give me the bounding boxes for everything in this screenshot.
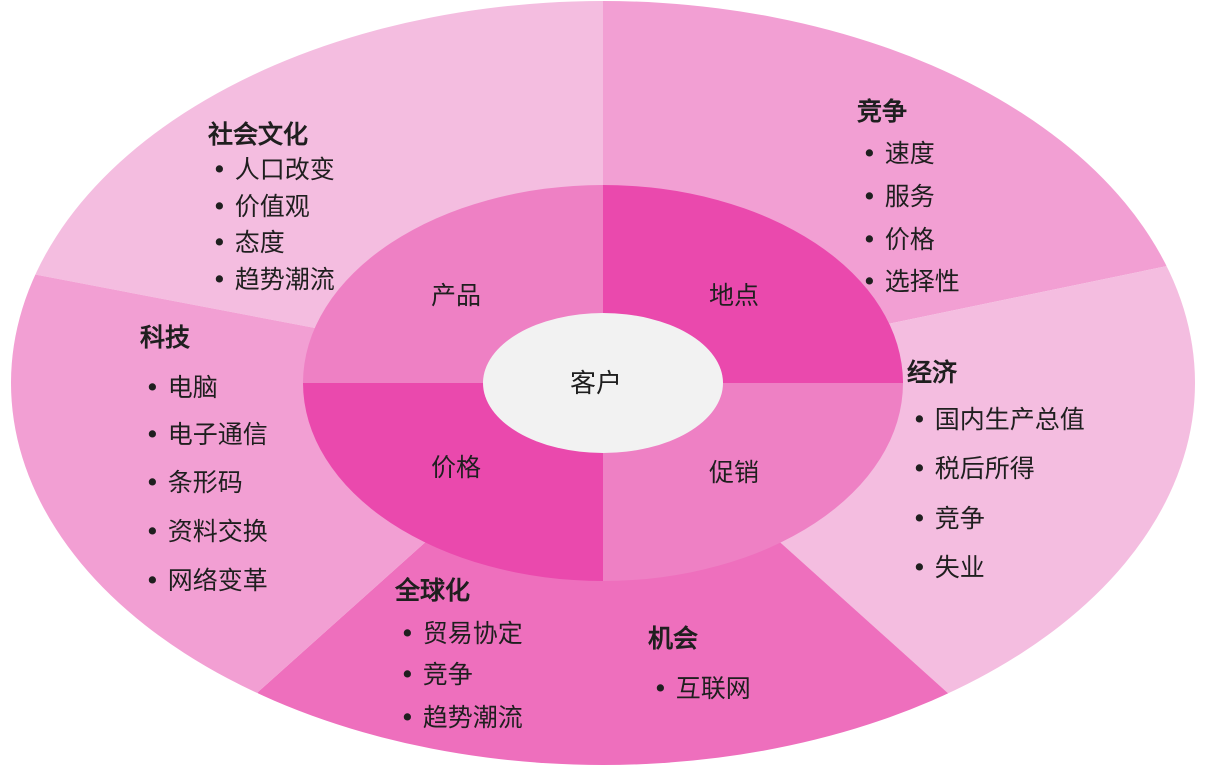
group-competition: 竞争 • 速度 • 服务 • 价格 • 选择性 [857,97,960,296]
globalization-bullet: • 贸易协定 [400,619,523,648]
sociocultural-bullet: • 人口改变 [212,155,335,184]
competition-bullet: • 服务 [862,182,935,211]
globalization-bullet: • 竞争 [400,660,473,689]
inner-label-product: 产品 [431,281,481,310]
inner-label-place: 地点 [709,281,759,310]
sociocultural-bullet: • 趋势潮流 [212,265,335,294]
technology-bullet: • 条形码 [145,468,243,497]
technology-bullet: • 电子通信 [145,420,268,449]
group-technology: 科技 • 电脑 • 电子通信 • 条形码 • 资料交换 • 网络变革 [140,323,268,595]
economy-bullet: • 失业 [912,553,985,582]
group-sociocultural: 社会文化 • 人口改变 • 价值观 • 态度 • 趋势潮流 [208,120,335,294]
inner-label-promotion: 促销 [709,458,759,487]
opportunity-bullet: • 互联网 [653,674,751,703]
competition-bullet: • 价格 [862,225,935,254]
economy-bullet: • 竞争 [912,504,985,533]
technology-bullet: • 资料交换 [145,517,268,546]
sociocultural-title: 社会文化 [208,120,308,149]
opportunity-title: 机会 [648,624,698,653]
globalization-title: 全球化 [394,576,470,605]
competition-bullet: • 选择性 [862,267,960,296]
center-label: 客户 [570,369,622,399]
economy-bullet: • 税后所得 [912,454,1035,483]
inner-label-price: 价格 [431,453,481,482]
sociocultural-bullet: • 价值观 [212,192,310,221]
technology-bullet: • 电脑 [145,373,218,402]
sociocultural-bullet: • 态度 [212,228,285,257]
competition-title: 竞争 [857,97,907,126]
economy-title: 经济 [907,358,958,387]
technology-bullet: • 网络变革 [145,566,268,595]
group-globalization: 全球化 • 贸易协定 • 竞争 • 趋势潮流 [394,576,523,732]
center-ellipse [483,313,723,453]
technology-title: 科技 [140,323,190,352]
group-opportunity: 机会 • 互联网 [648,624,751,703]
globalization-bullet: • 趋势潮流 [400,703,523,732]
group-economy: 经济 • 国内生产总值 • 税后所得 • 竞争 • 失业 [907,358,1085,582]
economy-bullet: • 国内生产总值 [912,405,1085,434]
competition-bullet: • 速度 [862,139,935,168]
